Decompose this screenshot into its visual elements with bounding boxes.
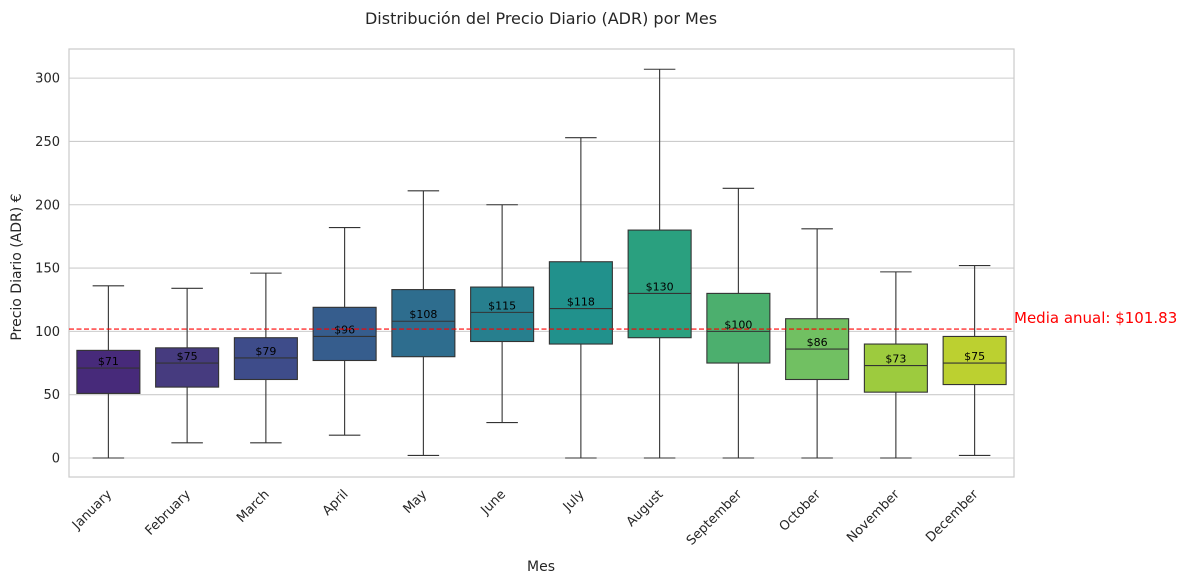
y-tick-label: 50 <box>43 388 60 403</box>
iqr-box <box>391 289 456 358</box>
y-tick-label: 100 <box>35 325 60 340</box>
iqr-box <box>706 292 771 364</box>
box-august: $130 <box>627 68 692 459</box>
iqr-box <box>312 306 377 362</box>
box-november: $73 <box>863 271 928 459</box>
x-tick-label: March <box>234 487 273 526</box>
box-may: $108 <box>391 190 456 457</box>
x-tick-label: September <box>684 487 746 549</box>
grid-lines <box>69 77 1014 459</box>
x-tick-label: January <box>69 487 115 533</box>
median-label: $108 <box>409 308 437 321</box>
median-label: $118 <box>567 296 595 309</box>
x-tick-label: May <box>401 487 431 517</box>
box-march: $79 <box>233 272 298 444</box>
plot-frame <box>68 48 1015 478</box>
y-tick-label: 300 <box>35 72 60 87</box>
x-tick-label: October <box>777 487 825 535</box>
median-label: $79 <box>255 345 276 358</box>
box-september: $100 <box>706 187 771 459</box>
median-label: $96 <box>334 323 355 336</box>
median-label: $75 <box>964 350 985 363</box>
iqr-box <box>548 261 613 345</box>
x-tick-label: July <box>560 487 588 515</box>
x-tick-label: June <box>478 487 509 518</box>
box-december: $75 <box>942 264 1007 457</box>
y-tick-label: 0 <box>52 452 60 467</box>
box-january: $71 <box>76 285 141 459</box>
median-label: $71 <box>98 355 119 368</box>
chart-title: Distribución del Precio Diario (ADR) por… <box>365 9 717 28</box>
y-tick-label: 200 <box>35 198 60 213</box>
box-february: $75 <box>155 287 220 444</box>
x-tick-label: December <box>923 487 982 546</box>
median-label: $75 <box>177 350 198 363</box>
x-axis-ticks: January February March April May June July Augu… <box>69 487 982 549</box>
y-tick-label: 250 <box>35 135 60 150</box>
iqr-box <box>863 343 928 393</box>
iqr-box <box>76 349 141 394</box>
x-tick-label: April <box>320 487 352 519</box>
median-label: $115 <box>488 299 516 312</box>
box-june: $115 <box>470 204 535 424</box>
annual-mean-label: Media anual: $101.83 <box>1014 309 1177 327</box>
iqr-box <box>627 229 692 339</box>
x-tick-label: November <box>844 487 903 546</box>
iqr-box <box>233 337 298 381</box>
y-axis-ticks: 0 50 100 150 200 250 300 <box>35 72 60 467</box>
x-axis-label: Mes <box>527 559 555 575</box>
y-tick-label: 150 <box>35 262 60 277</box>
median-label: $73 <box>885 353 906 366</box>
box-april: $96 <box>312 226 377 436</box>
iqr-box <box>470 286 535 343</box>
box-july: $118 <box>548 137 613 459</box>
box-october: $86 <box>785 228 850 459</box>
iqr-box <box>942 335 1007 386</box>
median-label: $100 <box>724 318 752 331</box>
median-label: $130 <box>646 280 674 293</box>
x-tick-label: August <box>624 487 667 530</box>
y-axis-label: Precio Diario (ADR) € <box>9 193 25 340</box>
boxes: $71 $75 $79 $96 $108 $115 $118 $130 $100 $86 $73 $7… <box>76 68 1007 459</box>
x-tick-label: February <box>143 487 195 539</box>
median-label: $86 <box>807 336 828 349</box>
iqr-box <box>155 347 220 388</box>
